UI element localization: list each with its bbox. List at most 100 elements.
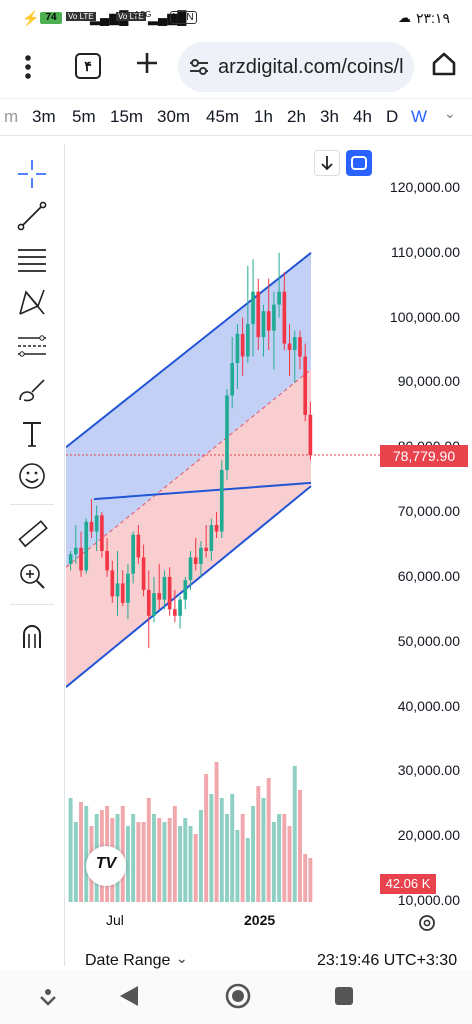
candle-body [173, 609, 177, 616]
system-nav-bar [0, 970, 472, 1024]
chart-settings-gear-icon[interactable] [416, 912, 438, 939]
candle-body [84, 521, 89, 571]
volume-bar [193, 834, 198, 902]
timeframe-15m[interactable]: 15m [110, 107, 144, 126]
menu-kebab-icon[interactable] [18, 52, 38, 82]
url-bar[interactable]: arzdigital.com/coins/l [178, 42, 414, 92]
timeframe-4h[interactable]: 4h [353, 107, 372, 126]
candle-body [152, 593, 156, 616]
timeframe-2h[interactable]: 2h [287, 107, 306, 126]
new-tab-plus-icon[interactable] [134, 50, 160, 81]
chart-canvas[interactable] [66, 144, 472, 940]
cloud-icon: ☁ [398, 10, 411, 25]
recents-icon[interactable] [334, 986, 354, 1011]
volume-bar [172, 806, 177, 902]
volume-bar [152, 814, 156, 902]
candle-body [282, 291, 287, 344]
timeframe-d[interactable]: D [386, 107, 399, 126]
candle-body [126, 573, 130, 603]
candle-body [246, 324, 250, 357]
text-tool-icon[interactable] [14, 416, 50, 452]
fullscreen-icon [351, 156, 367, 170]
toolbar-divider [10, 504, 54, 505]
speed-label: 4.5G [134, 10, 152, 19]
candle-body [183, 580, 188, 600]
home-icon[interactable] [430, 50, 458, 83]
channel-lower-line [66, 485, 312, 688]
forecast-icon[interactable] [14, 328, 50, 364]
timeframe-w[interactable]: W [411, 107, 428, 126]
price-chart[interactable]: 120,000.00110,000.00100,000.0090,000.008… [66, 144, 472, 966]
candle-body [261, 311, 266, 338]
candle-body [230, 363, 235, 396]
candle-body [240, 333, 245, 357]
signal-icon-2: ▂▄▆█ [148, 10, 187, 25]
back-icon[interactable] [118, 984, 140, 1013]
volume-bar [235, 830, 240, 902]
candle-body [303, 356, 308, 415]
volume-bar [219, 798, 224, 902]
trend-line-icon[interactable] [14, 198, 50, 234]
volume-bar [68, 798, 73, 902]
timeframe-1m[interactable]: m [4, 107, 19, 126]
tradingview-logo: TV [86, 846, 126, 886]
timeframe-3h[interactable]: 3h [320, 107, 339, 126]
crosshair-icon[interactable] [14, 156, 50, 192]
volume-bar [167, 818, 172, 902]
tab-count-button[interactable]: ۴ [75, 53, 101, 79]
time-axis[interactable]: Jul 2025 [66, 906, 376, 936]
date-range-button[interactable]: Date Range [85, 952, 171, 969]
emoji-icon[interactable] [14, 458, 50, 494]
chevron-down-icon[interactable]: ⌄ [444, 105, 456, 121]
candle-body [188, 557, 193, 581]
status-bar: ⚡ 74 Vo LTE ▂▄▆█ Vo LTE 4.5G ▂▄▆█ VPN ☁ … [0, 0, 472, 38]
volume-bar [230, 794, 235, 902]
timeframe-30m[interactable]: 30m [157, 107, 191, 126]
candle-body [193, 557, 198, 564]
volume-bar [178, 826, 183, 902]
volume-value-label: 42.06 K [380, 874, 436, 894]
pattern-icon[interactable] [14, 284, 50, 320]
zoom-in-icon[interactable] [14, 558, 50, 594]
network-badge-1: Vo LTE [66, 12, 96, 21]
timeframe-3m[interactable]: 3m [32, 107, 56, 126]
battery-indicator: 74 [40, 12, 62, 24]
timeframe-5m[interactable]: 5m [72, 107, 96, 126]
keyboard-hide-icon[interactable] [38, 987, 58, 1012]
volume-bar [292, 766, 297, 902]
charging-icon: ⚡ [22, 10, 40, 26]
brush-icon[interactable] [14, 372, 50, 408]
ruler-icon[interactable] [14, 516, 50, 552]
volume-bar [157, 818, 162, 902]
candle-body [105, 550, 109, 571]
price-axis-label: 50,000.00 [397, 632, 460, 649]
horizontal-lines-icon[interactable] [14, 242, 50, 278]
candle-body [141, 557, 146, 590]
price-axis-label: 30,000.00 [397, 762, 460, 779]
price-axis-label: 70,000.00 [397, 503, 460, 520]
candle-body [251, 291, 255, 325]
auto-scale-button[interactable] [346, 150, 372, 176]
chevron-down-icon-2[interactable]: ⌄ [176, 950, 188, 966]
price-axis-label: 90,000.00 [397, 373, 460, 390]
home-circle-icon[interactable] [224, 982, 252, 1015]
volume-bar [198, 810, 203, 902]
price-axis-label: 60,000.00 [397, 567, 460, 584]
volume-bar [308, 858, 313, 902]
channel-upper-line [66, 252, 312, 449]
timeframe-45m[interactable]: 45m [206, 107, 240, 126]
price-axis-label: 10,000.00 [397, 892, 460, 908]
site-settings-icon[interactable] [188, 58, 210, 81]
status-time: ۲۳:۱۹ [416, 10, 450, 26]
magnet-icon[interactable] [14, 618, 50, 654]
scroll-down-button[interactable] [314, 150, 340, 176]
volume-bar [245, 838, 250, 902]
time-axis-label-jul: Jul [106, 912, 124, 928]
network-badge-2: Vo LTE [116, 12, 146, 21]
channel-lower-fill [66, 369, 311, 688]
volume-bar [287, 826, 292, 902]
timeframe-1h[interactable]: 1h [254, 107, 273, 126]
toolbar-divider-2 [10, 604, 54, 605]
timeframe-toolbar: m 3m 5m 15m 30m 45m 1h 2h 3h 4h D W ⌄ [0, 98, 472, 136]
volume-bar [214, 762, 219, 902]
